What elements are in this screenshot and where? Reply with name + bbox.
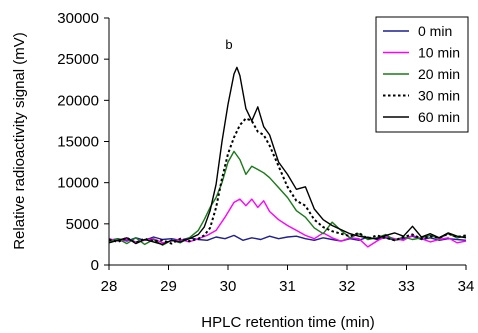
legend-label-3: 30 min	[418, 88, 460, 104]
legend-label-0: 0 min	[418, 23, 452, 39]
series-layer	[108, 66, 467, 248]
peak-annotation: b	[225, 37, 232, 52]
legend-label-1: 10 min	[418, 45, 460, 61]
axes-layer: 0 5000 10000 15000 20000 25000 30000 28 29 30 31 32…	[57, 10, 474, 295]
x-tick-label-6: 34	[458, 278, 475, 295]
legend-label-4: 60 min	[418, 109, 460, 125]
y-tick-label-2: 10000	[57, 175, 99, 192]
series-line-4	[108, 66, 467, 246]
x-tick-label-5: 33	[398, 278, 415, 295]
x-tick-label-3: 31	[279, 278, 296, 295]
y-tick-label-5: 25000	[57, 51, 99, 68]
series-line-1	[108, 198, 467, 248]
y-tick-label-4: 20000	[57, 92, 99, 109]
series-line-3	[108, 117, 467, 245]
x-tick-label-0: 28	[101, 278, 118, 295]
y-tick-label-6: 30000	[57, 10, 99, 27]
x-axis-label: HPLC retention time (min)	[201, 314, 374, 331]
series-line-2	[108, 150, 467, 246]
x-tick-label-4: 32	[339, 278, 356, 295]
y-tick-label-1: 5000	[66, 216, 99, 233]
x-tick-label-2: 30	[220, 278, 237, 295]
x-tick-label-1: 29	[160, 278, 177, 295]
y-axis-label: Relative radioactivity signal (mV)	[11, 32, 28, 250]
legend-label-2: 20 min	[418, 66, 460, 82]
y-tick-label-0: 0	[91, 257, 99, 274]
legend: 0 min 10 min 20 min 30 min 60 min	[375, 16, 469, 133]
y-tick-label-3: 15000	[57, 134, 99, 151]
